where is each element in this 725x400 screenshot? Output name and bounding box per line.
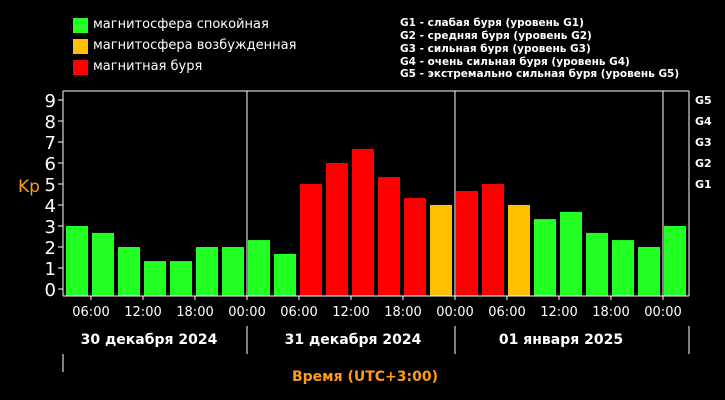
- kp-bar-5: [170, 261, 192, 296]
- kp-bar-22: [612, 240, 634, 296]
- kp-bar-10: [300, 184, 322, 296]
- y-tick-label-4: 4: [45, 196, 56, 217]
- legend-swatch-storm: [73, 60, 88, 75]
- kp-bar-2: [92, 232, 114, 296]
- kp-bar-4: [144, 261, 166, 296]
- y-tick-label-9: 9: [45, 91, 56, 112]
- x-tick-label-4: 00:00: [228, 305, 265, 320]
- x-tick-label-5: 06:00: [280, 305, 317, 320]
- kp-bar-11: [326, 163, 348, 296]
- day-label-3: 01 января 2025: [499, 332, 623, 348]
- x-tick-label-9: 06:00: [488, 305, 525, 320]
- g-tick-label-g4: G4: [695, 115, 712, 128]
- kp-bar-14: [404, 198, 426, 296]
- g1-description: G1 - слабая буря (уровень G1): [400, 17, 584, 29]
- g5-description: G5 - экстремально сильная буря (уровень …: [400, 68, 680, 80]
- legend-swatch-quiet: [73, 18, 88, 33]
- kp-bar-9: [274, 253, 296, 296]
- kp-bar-7: [222, 247, 244, 296]
- x-tick-label-3: 18:00: [176, 305, 213, 320]
- y-tick-label-7: 7: [45, 133, 56, 154]
- kp-bar-17: [482, 184, 504, 296]
- y-axis-label: Kp: [18, 177, 40, 197]
- x-tick-label-10: 12:00: [540, 305, 577, 320]
- kp-bar-24: [664, 226, 686, 296]
- kp-bar-21: [586, 232, 608, 296]
- x-tick-label-7: 18:00: [384, 305, 421, 320]
- day-label-2: 31 декабря 2024: [285, 332, 422, 348]
- kp-bar-19: [534, 219, 556, 296]
- kp-bar-13: [378, 177, 400, 296]
- y-tick-label-2: 2: [45, 238, 56, 259]
- y-tick-label-3: 3: [45, 217, 56, 238]
- g-tick-label-g3: G3: [695, 136, 712, 149]
- legend-label-active: магнитосфера возбужденная: [93, 38, 297, 53]
- g4-description: G4 - очень сильная буря (уровень G4): [400, 56, 630, 68]
- g3-description: G3 - сильная буря (уровень G3): [400, 43, 591, 55]
- kp-bar-20: [560, 211, 582, 296]
- kp-bar-1: [66, 226, 88, 296]
- kp-bar-3: [118, 247, 140, 296]
- y-tick-label-6: 6: [45, 154, 56, 175]
- g2-description: G2 - средняя буря (уровень G2): [400, 30, 592, 42]
- x-tick-label-6: 12:00: [332, 305, 369, 320]
- x-tick-label-2: 12:00: [124, 305, 161, 320]
- x-tick-label-8: 00:00: [436, 305, 473, 320]
- kp-bar-23: [638, 247, 660, 296]
- g-tick-label-g1: G1: [695, 178, 712, 191]
- g-tick-label-g5: G5: [695, 94, 712, 107]
- legend-swatch-active: [73, 39, 88, 54]
- x-axis-label: Время (UTC+3:00): [292, 369, 438, 385]
- g-tick-label-g2: G2: [695, 157, 712, 170]
- kp-bar-18: [508, 205, 530, 296]
- day-label-1: 30 декабря 2024: [81, 332, 218, 348]
- x-tick-label-12: 00:00: [644, 305, 681, 320]
- kp-bar-6: [196, 247, 218, 296]
- kp-bar-16: [456, 190, 478, 296]
- y-tick-label-5: 5: [45, 175, 56, 196]
- x-tick-label-1: 06:00: [72, 305, 109, 320]
- y-tick-label-0: 0: [45, 280, 56, 301]
- legend-label-storm: магнитная буря: [93, 59, 203, 74]
- legend-label-quiet: магнитосфера спокойная: [93, 17, 269, 32]
- y-tick-label-1: 1: [45, 259, 56, 280]
- x-tick-label-11: 18:00: [592, 305, 629, 320]
- kp-bar-15: [430, 205, 452, 296]
- kp-bar-12: [352, 148, 374, 296]
- kp-bar-8: [248, 240, 270, 296]
- y-tick-label-8: 8: [45, 112, 56, 133]
